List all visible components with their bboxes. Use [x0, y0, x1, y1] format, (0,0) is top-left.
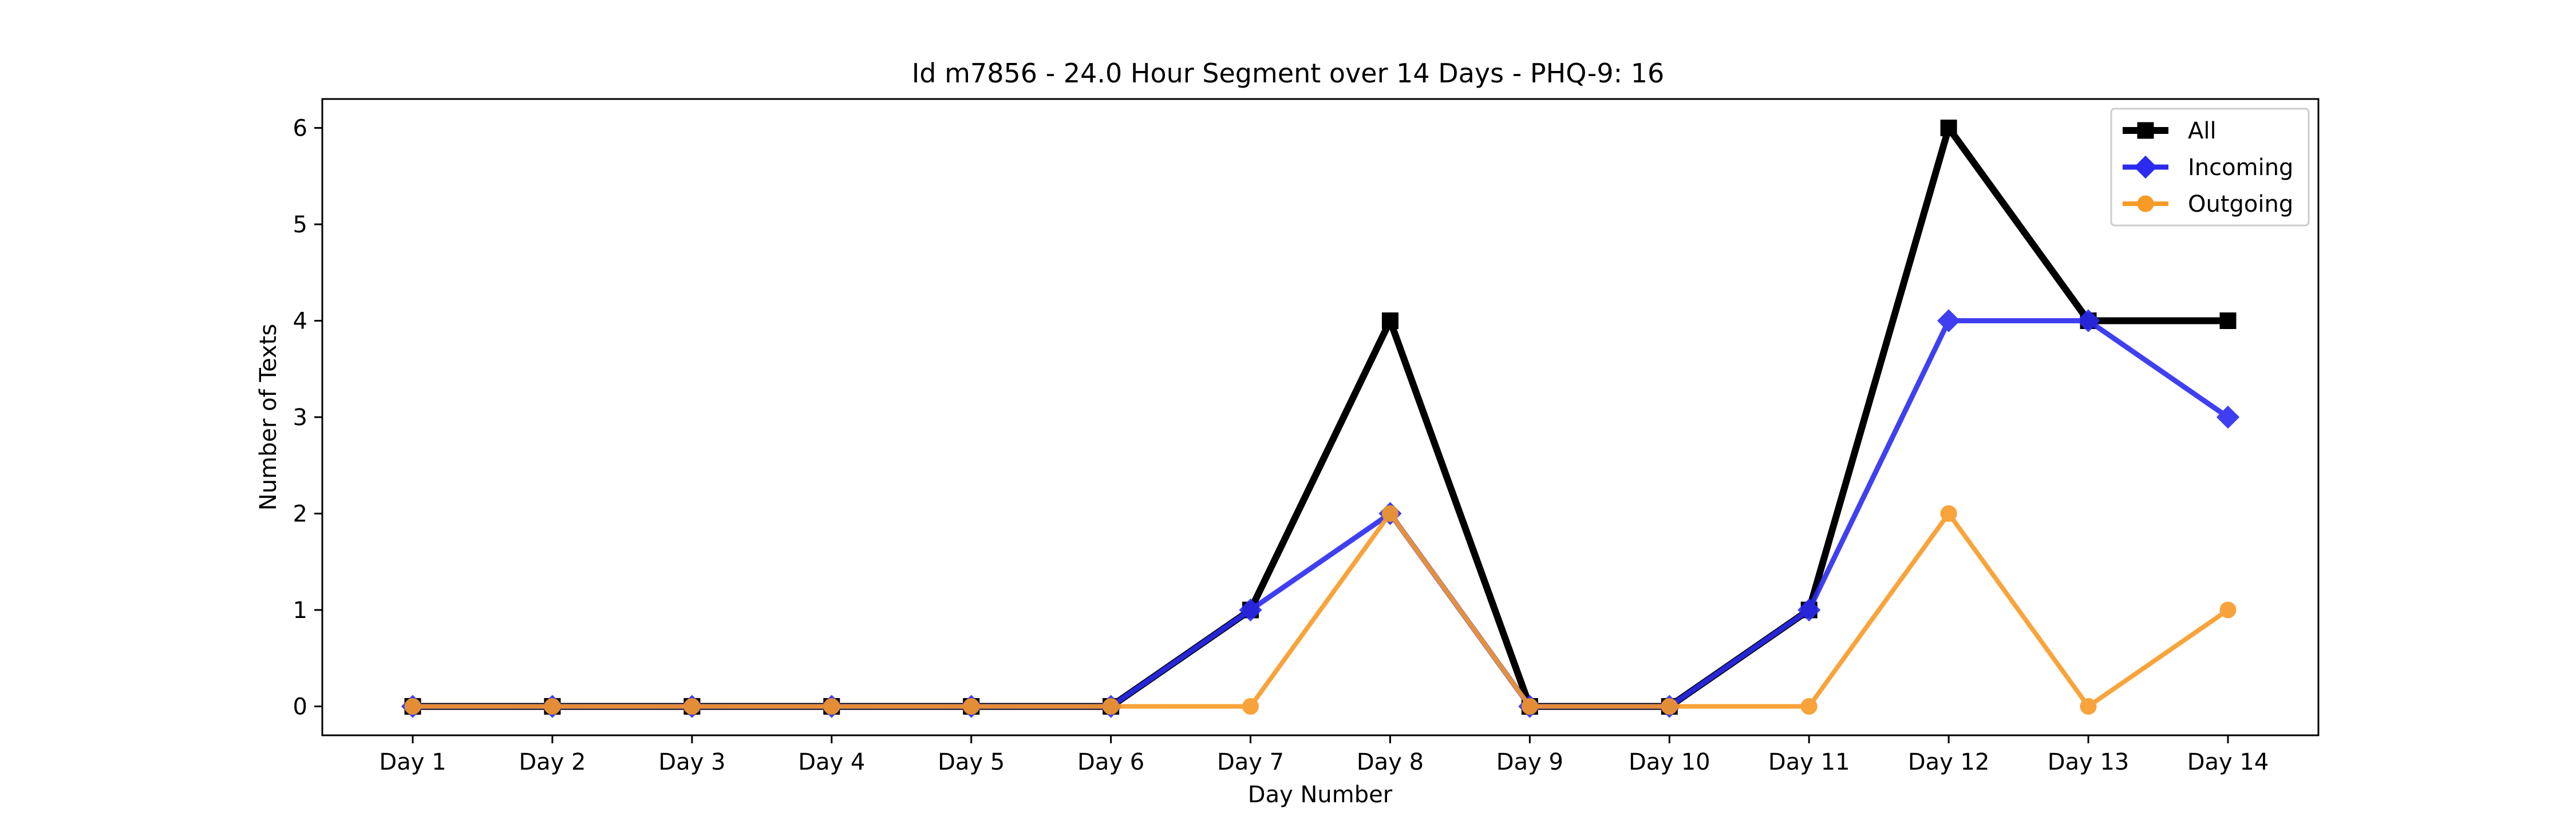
y-tick-label: 3: [293, 405, 307, 431]
x-tick-label: Day 5: [938, 749, 1005, 775]
legend-item-all: All: [2123, 118, 2217, 144]
x-tick-label: Day 9: [1496, 749, 1563, 775]
data-point-all: [1940, 120, 1957, 137]
data-point-outgoing: [1521, 698, 1538, 715]
y-tick-label: 2: [293, 501, 307, 527]
y-tick-label: 4: [293, 308, 307, 335]
series-incoming: [401, 309, 2240, 718]
data-point-incoming: [1797, 598, 1821, 622]
series-line-all: [413, 120, 2228, 710]
y-tick-label: 0: [293, 694, 307, 720]
legend-item-incoming: Incoming: [2123, 154, 2293, 181]
plot-frame: [321, 98, 2320, 736]
data-point-outgoing: [683, 698, 701, 715]
data-point-all: [1381, 312, 1398, 330]
data-point-outgoing: [2080, 698, 2097, 715]
legend-label: Incoming: [2188, 154, 2293, 181]
x-tick-label: Day 10: [1629, 749, 1710, 775]
x-tick-label: Day 7: [1217, 749, 1284, 775]
x-tick-label: Day 4: [798, 749, 865, 775]
x-tick-label: Day 6: [1077, 749, 1144, 775]
data-point-incoming: [2216, 405, 2240, 429]
legend-swatch-marker: [2137, 195, 2154, 212]
data-point-outgoing: [963, 698, 980, 715]
legend-label: All: [2188, 118, 2217, 144]
data-point-outgoing: [823, 698, 840, 715]
y-axis-ticks: 0 1 2 3 4 5 6: [293, 116, 322, 720]
data-point-outgoing: [1242, 698, 1259, 715]
data-point-outgoing: [1940, 505, 1957, 522]
x-axis-ticks: Day 1 Day 2 Day 3 Day 4 Day 5 Day 6 Day 7 Day 8…: [379, 735, 2269, 775]
x-tick-label: Day 12: [1908, 749, 1990, 775]
x-tick-label: Day 2: [519, 749, 586, 775]
legend-swatch-marker: [2134, 155, 2158, 179]
x-tick-label: Day 13: [2048, 749, 2129, 775]
x-tick-label: Day 3: [658, 749, 725, 775]
y-tick-label: 6: [293, 116, 307, 142]
series-all: [404, 120, 2237, 715]
chart-title: Id m7856 - 24.0 Hour Segment over 14 Day…: [912, 58, 1665, 89]
legend-box: [2110, 108, 2310, 227]
legend: All Incoming Outgoing: [2110, 108, 2310, 227]
legend-label: Outgoing: [2188, 191, 2293, 217]
series-line-outgoing: [413, 509, 2230, 710]
x-axis-label: Day Number: [1248, 782, 1393, 808]
data-point-outgoing: [1103, 698, 1120, 715]
data-point-outgoing: [1800, 698, 1818, 715]
legend-item-outgoing: Outgoing: [2123, 191, 2293, 217]
legend-swatch-marker: [2137, 122, 2154, 139]
x-tick-label: Day 8: [1357, 749, 1424, 775]
data-point-outgoing: [2219, 601, 2237, 619]
series-outgoing: [404, 505, 2237, 715]
data-point-all: [2219, 312, 2237, 330]
data-point-incoming: [1239, 598, 1262, 622]
data-point-incoming: [1937, 309, 1961, 332]
data-point-outgoing: [404, 698, 421, 715]
x-tick-label: Day 1: [379, 749, 446, 775]
x-tick-label: Day 14: [2187, 749, 2269, 775]
series-lines: [401, 120, 2240, 718]
x-tick-label: Day 11: [1768, 749, 1850, 775]
y-tick-label: 5: [293, 212, 307, 238]
data-point-outgoing: [544, 698, 561, 715]
y-axis-label: Number of Texts: [255, 324, 282, 510]
data-point-outgoing: [1381, 505, 1398, 522]
data-point-outgoing: [1661, 698, 1678, 715]
y-tick-label: 1: [293, 597, 307, 624]
data-point-incoming: [2076, 309, 2100, 332]
